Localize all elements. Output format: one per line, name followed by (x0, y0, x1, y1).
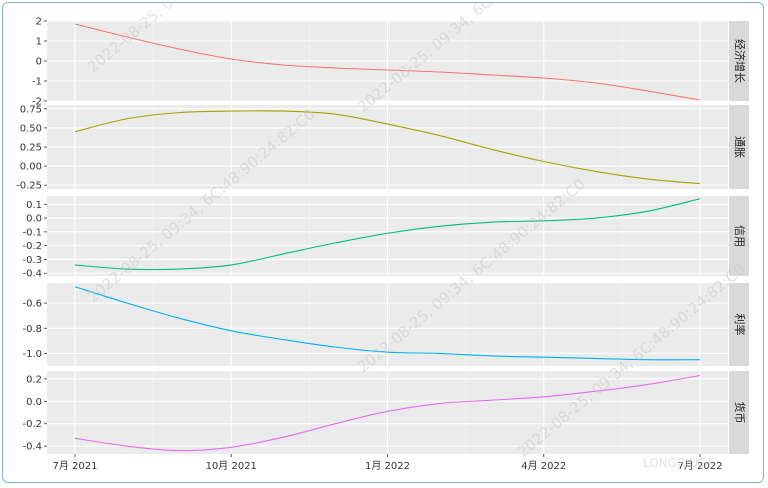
facet-strip-label: 经济增长 (733, 39, 747, 83)
y-tick-label: 0.0 (26, 214, 42, 225)
y-tick-label: 0 (36, 57, 42, 68)
y-tick-label: -0.2 (22, 241, 42, 252)
facet-strip-label: 信用 (733, 225, 746, 247)
x-tick-label: 7月 2021 (53, 460, 98, 472)
y-tick-label: 0.1 (26, 200, 42, 211)
watermark-logo-text: LONGRIDGE (643, 456, 715, 470)
facet-strip-label: 货币 (733, 402, 747, 424)
y-tick-label: 0.75 (20, 104, 42, 115)
faceted-line-chart: 210-1-2经济增长0.750.500.250.00-0.25通胀0.10.0… (3, 3, 765, 484)
panel-5: 0.2 0.0 -0.2 -0.4 货币 (22, 371, 749, 454)
y-tick-label: -0.1 (22, 227, 42, 238)
y-tick-label: 0.00 (20, 162, 42, 173)
y-tick-label: -1.0 (22, 349, 42, 360)
y-tick-label: -0.2 (22, 419, 42, 430)
y-tick-label: 1 (36, 37, 42, 48)
y-tick-label: 0.50 (20, 123, 42, 134)
y-tick-label: 0.0 (26, 397, 42, 408)
panel-2: 0.75 0.50 0.25 0.00 -0.25 通胀 (16, 104, 749, 191)
y-tick-label: -0.4 (22, 442, 42, 453)
y-tick-label: -0.4 (22, 269, 42, 280)
y-tick-label: -1 (32, 77, 42, 88)
x-tick-label: 4月 2022 (521, 460, 566, 472)
y-tick-label: 0.2 (26, 374, 42, 385)
y-tick-label: -0.3 (22, 255, 42, 266)
x-tick-label: 10月 2021 (206, 460, 257, 472)
x-tick-label: 1月 2022 (365, 460, 410, 472)
y-tick-label: -0.8 (22, 324, 42, 335)
y-tick-label: 0.25 (20, 143, 42, 154)
facet-strip-label: 利率 (733, 314, 747, 336)
facet-strip-label: 通胀 (733, 136, 746, 158)
y-tick-label: 2 (36, 17, 42, 28)
y-tick-label: -0.25 (16, 181, 42, 192)
y-tick-label: -0.6 (22, 299, 42, 310)
